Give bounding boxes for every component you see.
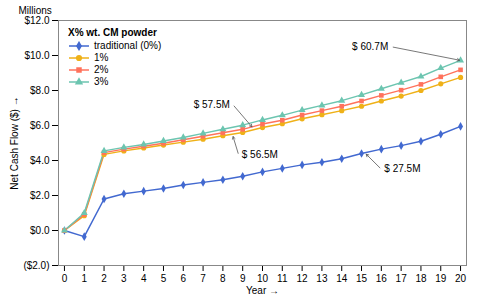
svg-text:2: 2: [101, 273, 107, 284]
svg-text:$ 27.5M: $ 27.5M: [384, 163, 420, 174]
svg-text:Year →: Year →: [246, 285, 279, 296]
svg-text:6: 6: [180, 273, 186, 284]
svg-text:10: 10: [257, 273, 269, 284]
svg-text:17: 17: [396, 273, 408, 284]
svg-text:$ 60.7M: $ 60.7M: [352, 41, 388, 52]
svg-text:$ 56.5M: $ 56.5M: [242, 149, 278, 160]
html-text:traditional (0%): traditional (0%): [94, 40, 162, 51]
svg-text:$10.0: $10.0: [24, 50, 49, 61]
svg-text:$0.0: $0.0: [30, 225, 50, 236]
svg-text:15: 15: [356, 273, 368, 284]
svg-text:11: 11: [277, 273, 288, 284]
svg-text:$4.0: $4.0: [30, 155, 50, 166]
svg-text:$6.0: $6.0: [30, 120, 50, 131]
html-text:1%: 1%: [94, 52, 109, 63]
svg-text:18: 18: [415, 273, 427, 284]
svg-text:1: 1: [81, 273, 87, 284]
svg-text:0: 0: [62, 273, 68, 284]
svg-text:$12.0: $12.0: [24, 15, 49, 26]
svg-text:$2.0: $2.0: [30, 190, 50, 201]
svg-text:Millions: Millions: [19, 5, 52, 16]
svg-text:$ 57.5M: $ 57.5M: [194, 99, 230, 110]
svg-text:Net Cash Flow ($) →: Net Cash Flow ($) →: [9, 96, 20, 189]
svg-text:($2.0): ($2.0): [23, 260, 49, 271]
svg-text:16: 16: [376, 273, 388, 284]
svg-text:$8.0: $8.0: [30, 85, 50, 96]
svg-text:14: 14: [336, 273, 348, 284]
svg-text:13: 13: [316, 273, 328, 284]
html-text:2%: 2%: [94, 64, 109, 75]
svg-text:4: 4: [141, 273, 147, 284]
html-text:3%: 3%: [94, 76, 109, 87]
svg-text:20: 20: [455, 273, 467, 284]
svg-text:3: 3: [121, 273, 127, 284]
svg-text:7: 7: [200, 273, 206, 284]
svg-text:9: 9: [240, 273, 246, 284]
svg-text:8: 8: [220, 273, 226, 284]
svg-text:5: 5: [161, 273, 167, 284]
svg-text:19: 19: [435, 273, 447, 284]
svg-text:12: 12: [297, 273, 309, 284]
html-text:X% wt. CM powder: X% wt. CM powder: [68, 27, 157, 38]
